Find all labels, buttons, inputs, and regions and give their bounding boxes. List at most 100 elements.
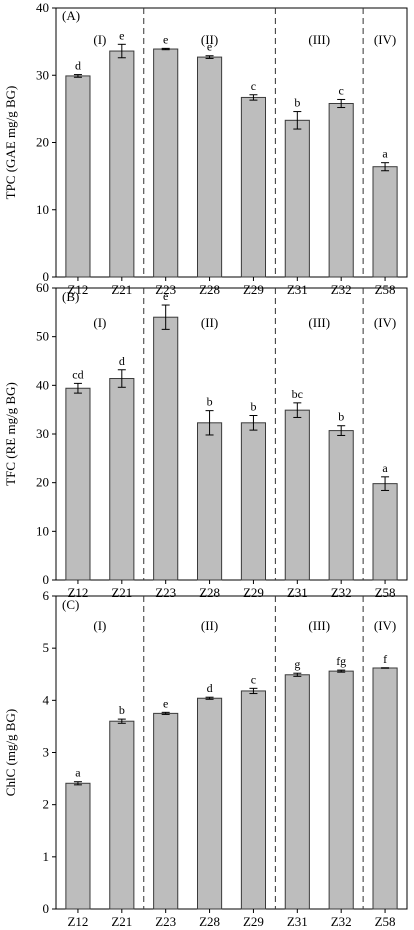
bar: [284, 409, 310, 581]
bar: [65, 782, 91, 910]
x-tick-label: Z32: [331, 585, 352, 600]
bar: [240, 690, 267, 910]
y-tick-label: 50: [36, 329, 49, 344]
bar: [153, 712, 179, 910]
x-tick-label: Z23: [155, 914, 176, 929]
bar: [109, 720, 135, 910]
bar: [109, 378, 135, 581]
x-tick-label: Z21: [111, 585, 132, 600]
group-label: (I): [93, 618, 106, 633]
significance-letter: b: [250, 400, 256, 414]
x-tick-label: Z23: [155, 585, 176, 600]
significance-letter: d: [75, 59, 81, 73]
plot-frame: [55, 595, 408, 910]
x-tick-label: Z58: [375, 914, 396, 929]
bar: [372, 166, 398, 278]
significance-letter: g: [294, 657, 300, 671]
y-tick-label: 4: [43, 692, 50, 707]
bar: [284, 674, 310, 910]
x-tick-label: Z58: [375, 585, 396, 600]
group-label: (IV): [374, 32, 396, 47]
y-tick-label: 30: [36, 67, 49, 82]
significance-letter: a: [382, 147, 388, 161]
x-tick-label: Z29: [243, 914, 264, 929]
y-tick-label: 60: [36, 280, 49, 295]
panel-label: (B): [62, 289, 79, 304]
group-label: (III): [308, 618, 330, 633]
x-tick-label: Z31: [287, 914, 308, 929]
bar: [196, 697, 223, 910]
group-label: (III): [308, 32, 330, 47]
x-tick-label: Z32: [331, 282, 352, 297]
x-tick-label: Z12: [67, 914, 88, 929]
x-tick-label: Z31: [287, 585, 308, 600]
y-tick-label: 2: [43, 797, 50, 812]
significance-letter: d: [119, 354, 125, 368]
x-tick-label: Z28: [199, 914, 220, 929]
y-tick-label: 3: [43, 745, 50, 760]
significance-letter: d: [207, 681, 213, 695]
y-tick-label: 5: [43, 640, 50, 655]
y-tick-label: 0: [43, 572, 50, 587]
bar: [153, 48, 179, 278]
bar: [65, 75, 91, 278]
bar: [328, 430, 354, 581]
plot-frame: [55, 7, 408, 278]
bar: [65, 387, 91, 581]
group-label: (II): [201, 618, 218, 633]
panel-label: (C): [62, 597, 79, 612]
bar: [196, 56, 223, 278]
y-tick-label: 30: [36, 426, 49, 441]
bar: [109, 50, 135, 278]
significance-letter: b: [338, 410, 344, 424]
y-tick-label: 6: [43, 588, 50, 603]
significance-letter: c: [251, 672, 256, 686]
x-tick-label: Z31: [287, 282, 308, 297]
group-label: (IV): [374, 618, 396, 633]
y-tick-label: 10: [36, 523, 49, 538]
bar: [284, 119, 310, 278]
group-label: (IV): [374, 315, 396, 330]
x-tick-label: Z58: [375, 282, 396, 297]
significance-letter: c: [339, 83, 344, 97]
significance-letter: f: [383, 652, 387, 666]
significance-letter: b: [294, 96, 300, 110]
plot-frame: [55, 287, 408, 581]
significance-letter: e: [119, 28, 124, 42]
significance-letter: fg: [336, 654, 346, 668]
y-tick-label: 1: [43, 849, 50, 864]
x-tick-label: Z23: [155, 282, 176, 297]
significance-letter: c: [251, 79, 256, 93]
bar: [328, 670, 354, 910]
bar: [240, 422, 267, 581]
significance-letter: a: [382, 461, 388, 475]
group-label: (I): [93, 315, 106, 330]
bar: [196, 422, 223, 581]
group-label: (II): [201, 32, 218, 47]
significance-letter: b: [119, 703, 125, 717]
significance-letter: e: [207, 40, 212, 54]
x-tick-label: Z29: [243, 585, 264, 600]
significance-letter: e: [163, 289, 168, 303]
group-label: (II): [201, 315, 218, 330]
y-tick-label: 0: [43, 269, 50, 284]
x-tick-label: Z21: [111, 282, 132, 297]
bar: [372, 667, 398, 910]
y-axis-label: TFC (RE mg/g BG): [3, 382, 18, 486]
y-tick-label: 40: [36, 377, 49, 392]
x-tick-label: Z29: [243, 282, 264, 297]
significance-letter: e: [163, 696, 168, 710]
group-label: (I): [93, 32, 106, 47]
x-tick-label: Z21: [111, 914, 132, 929]
x-tick-label: Z32: [331, 914, 352, 929]
significance-letter: e: [163, 32, 168, 46]
y-tick-label: 20: [36, 475, 49, 490]
bar: [240, 96, 267, 278]
x-tick-label: Z28: [199, 282, 220, 297]
significance-letter: b: [207, 395, 213, 409]
y-tick-label: 40: [36, 0, 49, 15]
y-tick-label: 0: [43, 901, 50, 916]
panel-label: (A): [62, 8, 80, 23]
y-tick-label: 20: [36, 135, 49, 150]
